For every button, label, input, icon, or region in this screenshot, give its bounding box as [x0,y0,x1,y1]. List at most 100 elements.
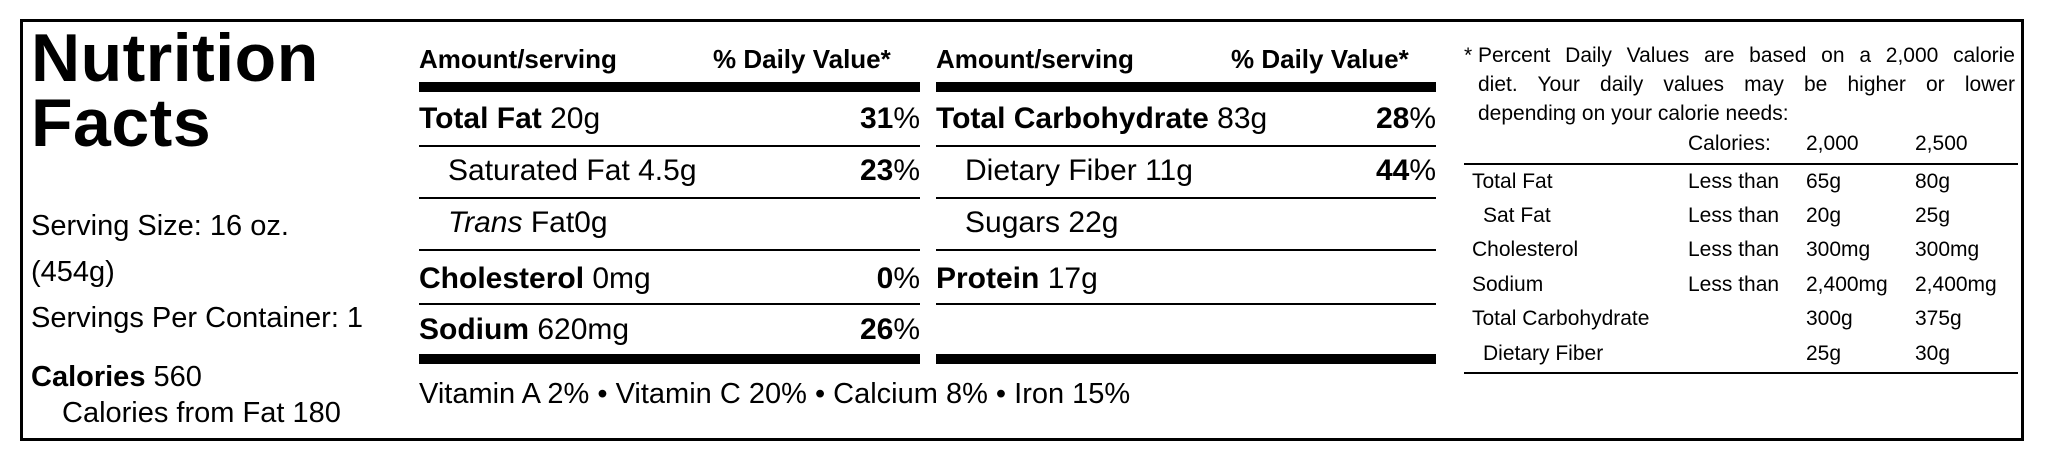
dv-header-calories: Calories: [1688,132,1771,155]
rule [419,249,920,251]
cholesterol-pct-value: 0 [876,262,894,295]
serving-size: Serving Size: 16 oz. [31,210,289,242]
total-fat-pct-value: 31 [859,102,894,135]
total-fat-label: Total Fat [419,102,542,135]
cholesterol-amount: 0mg [592,262,651,295]
title-line-1: Nutrition [31,20,319,96]
dv-row-2500: 80g [1915,170,1951,193]
rule [936,145,1436,147]
footnote-star: * [1464,44,1473,67]
dv-row-2500: 300mg [1915,238,1980,261]
dv-row-qualifier: Less than [1688,273,1780,296]
dv-row-2000: 2,400mg [1806,273,1888,296]
header-dv-left: % Daily Value* [713,44,891,74]
calories-from-fat: Calories from Fat 180 [62,397,341,429]
rule [936,249,1436,251]
total-fat-pct-sign: % [893,102,920,135]
total-fat-amount: 20g [550,102,601,135]
thick-rule-top-right [936,82,1436,92]
row-sodium: Sodium 620mg [419,313,629,347]
thick-rule-bottom-right [936,354,1436,364]
dv-row-nutrient: Total Fat [1472,170,1553,193]
calories-line: Calories 560 [31,361,202,394]
row-saturated-fat: Saturated Fat 4.5g [448,154,697,188]
sat-fat-amount: 4.5g [638,154,697,187]
calories-value: 560 [153,361,202,393]
dv-header-2500: 2,500 [1915,132,1968,155]
trans-label-2: Fat [530,206,575,239]
sat-fat-pct: 23% [840,154,920,188]
sat-fat-label: Saturated Fat [448,154,630,187]
thick-rule-bottom-left [419,354,920,364]
dv-row-qualifier: Less than [1688,238,1780,261]
sat-fat-pct-value: 23 [859,154,894,187]
dv-row-2500: 25g [1915,204,1951,227]
rule [936,197,1436,199]
fiber-pct-value: 44 [1375,154,1410,187]
dv-row-2000: 300mg [1806,238,1871,261]
sodium-pct-sign: % [893,313,920,346]
rule [1464,163,2018,165]
row-sugars: Sugars 22g [965,206,1118,240]
trans-label: Trans [448,206,523,239]
row-dietary-fiber: Dietary Fiber 11g [965,154,1193,188]
servings-per-container: Servings Per Container: 1 [31,302,364,334]
footnote-line-2: diet. Your daily values may be higher or… [1478,73,2015,96]
row-total-fat: Total Fat 20g [419,102,600,136]
header-amount-right: Amount/serving [936,44,1134,74]
rule [419,145,920,147]
dv-row-nutrient: Sat Fat [1483,204,1551,227]
rule [1464,372,2018,374]
sodium-label: Sodium [419,313,529,346]
dv-row-2500: 2,400mg [1915,273,1997,296]
fiber-pct: 44% [1356,154,1436,188]
dv-row-2000: 20g [1806,204,1842,227]
fiber-amount: 11g [1145,154,1193,187]
cholesterol-pct-sign: % [893,262,920,295]
sodium-pct: 26% [840,313,920,347]
dv-row-nutrient: Cholesterol [1472,238,1579,261]
total-carb-label: Total Carbohydrate [936,102,1209,135]
row-total-carbohydrate: Total Carbohydrate 83g [936,102,1267,136]
dv-row-2000: 65g [1806,170,1842,193]
total-carb-pct-sign: % [1409,102,1436,135]
dv-row-2000: 25g [1806,342,1842,365]
vitamins-line: Vitamin A 2% • Vitamin C 20% • Calcium 8… [419,378,1131,410]
dv-row-nutrient: Sodium [1472,273,1544,296]
calories-label: Calories [31,361,146,393]
row-trans-fat: Trans Fat0g [448,206,608,240]
rule [419,303,920,305]
thick-rule-top-left [419,82,920,92]
fiber-pct-sign: % [1409,154,1436,187]
dv-row-2000: 300g [1806,307,1853,330]
sodium-amount: 620mg [537,313,630,346]
trans-fat-amount: 0g [574,206,608,239]
total-carb-amount: 83g [1217,102,1268,135]
fiber-label: Dietary Fiber [965,154,1137,187]
dv-header-2000: 2,000 [1806,132,1859,155]
cholesterol-pct: 0% [840,262,920,296]
dv-row-qualifier: Less than [1688,204,1780,227]
protein-label: Protein [936,262,1040,295]
sugars-label: Sugars [965,206,1061,239]
row-protein: Protein 17g [936,262,1098,296]
serving-size-grams: (454g) [31,256,115,288]
dv-row-2500: 375g [1915,307,1962,330]
sat-fat-pct-sign: % [893,154,920,187]
footnote-line-1: Percent Daily Values are based on a 2,00… [1478,44,2015,67]
rule [419,197,920,199]
footnote-line-3: depending on your calorie needs: [1478,102,1789,125]
total-fat-pct: 31% [840,102,920,136]
title: Nutrition Facts [31,20,319,161]
dv-row-nutrient: Dietary Fiber [1483,342,1604,365]
sodium-pct-value: 26 [859,313,894,346]
label-frame [20,19,2024,441]
header-amount-left: Amount/serving [419,44,617,74]
sugars-amount: 22g [1068,206,1119,239]
title-line-2: Facts [31,85,212,161]
dv-row-qualifier: Less than [1688,170,1780,193]
rule [936,303,1436,305]
protein-amount: 17g [1047,262,1098,295]
total-carb-pct: 28% [1356,102,1436,136]
dv-row-2500: 30g [1915,342,1951,365]
